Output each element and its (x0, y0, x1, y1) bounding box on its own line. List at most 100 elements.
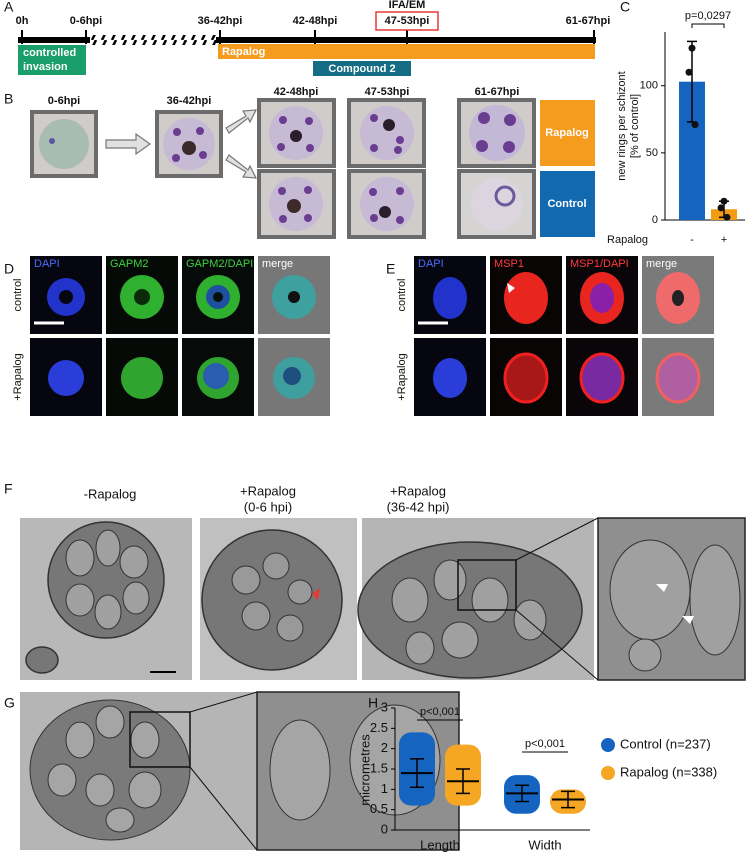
annotation: p<0,001 (420, 706, 460, 718)
em-organelle (65, 583, 95, 617)
fluorescence-image (30, 256, 330, 416)
panel-g: G (4, 691, 460, 851)
nucleus-dots (396, 216, 404, 224)
condition-label: +Rapalog (390, 483, 446, 498)
em-organelle (95, 529, 121, 567)
cell-stain (433, 277, 467, 319)
panel-f: F -Rapalog +Rapalog (0-6 hpi) +Rapalog (… (4, 481, 746, 681)
arrow (225, 154, 258, 179)
zoom-box (129, 711, 191, 768)
cell-stain (203, 363, 229, 389)
y-tick-label: 0 (381, 821, 388, 836)
x-tick-label: - (690, 234, 694, 246)
panel-label: B (4, 91, 13, 107)
cell (383, 119, 395, 131)
time-label: 0-6hpi (70, 15, 102, 27)
y-axis-label: [% of control] (629, 94, 641, 158)
em-organelle (391, 577, 429, 623)
nucleus-dots (278, 187, 286, 195)
em-organelle (95, 705, 125, 739)
compound-bar-label: Compound 2 (328, 63, 395, 75)
nucleus-dots (199, 151, 207, 159)
em-organelle (689, 544, 741, 656)
zoom-line (189, 766, 258, 851)
rapalog-bar-label: Rapalog (222, 46, 265, 58)
em-organelle (122, 581, 150, 615)
nucleus-dots (172, 112, 516, 224)
cell (471, 178, 523, 230)
panel-a (218, 44, 595, 59)
em-organelle (65, 529, 741, 672)
cell-stain (590, 283, 614, 313)
x-tick-label: + (721, 234, 727, 246)
y-axis-label: new rings per schizont (616, 71, 628, 180)
nucleus-dots (277, 143, 285, 151)
cell-stain (121, 357, 163, 399)
y-tick-label: 2.5 (370, 720, 388, 735)
em-cell (25, 646, 59, 674)
data-point (717, 204, 725, 212)
panel-e: E DAPI MSP1 MSP1/DAPI merge control +Rap… (386, 256, 714, 416)
condition-label: -Rapalog (84, 486, 137, 501)
cell-stain (504, 272, 548, 324)
em-organelle (513, 599, 547, 641)
em-organelle (433, 559, 467, 601)
cell-stain (59, 290, 73, 304)
stage-label: 47-53hpi (365, 86, 410, 98)
em-organelle (119, 545, 149, 579)
stage-label: 0-6hpi (48, 95, 80, 107)
cell-stain (655, 352, 701, 404)
em-organelle (628, 638, 662, 672)
nucleus-dots (196, 127, 204, 135)
panel-a (18, 45, 86, 75)
panel-a (21, 30, 595, 44)
row-label: +Rapalog (396, 353, 408, 400)
y-tick-label: 50 (646, 147, 658, 159)
fluorescence-image (414, 256, 714, 416)
channel-label: merge (262, 258, 293, 270)
condition-label: (36-42 hpi) (387, 499, 450, 514)
row-label: control (396, 278, 408, 311)
channel-label: DAPI (418, 258, 444, 270)
y-tick-label: 100 (640, 80, 658, 92)
em-organelle (105, 807, 135, 833)
panel-label: E (386, 261, 395, 277)
cell (182, 141, 196, 155)
data-point (723, 213, 731, 221)
arrowhead (682, 616, 694, 624)
stage-label: 42-48hpi (274, 86, 319, 98)
channel-label: GAPM2 (110, 258, 149, 270)
x-tick-label: Length (420, 837, 460, 852)
cell-stain (48, 360, 84, 396)
cell-stain (433, 358, 467, 398)
panel-label: H (368, 695, 378, 711)
time-label: 0h (16, 15, 29, 27)
cell-stain (47, 275, 316, 399)
channel-label: merge (646, 258, 677, 270)
y-tick-label: 2 (381, 740, 388, 755)
row-label: Control (547, 198, 586, 210)
cell-stain (134, 289, 150, 305)
cell-stain (672, 290, 684, 306)
nucleus-dots (305, 117, 313, 125)
nucleus-dots (478, 112, 490, 124)
nucleus-dots (172, 154, 180, 162)
em-organelle (269, 719, 331, 821)
em-organelle (231, 565, 261, 595)
panel-a (90, 35, 218, 45)
invasion-label: invasion (23, 61, 68, 73)
stage-label: 61-67hpi (475, 86, 520, 98)
nucleus-dots (173, 128, 181, 136)
panel-label: G (4, 695, 15, 711)
condition-label: +Rapalog (240, 483, 296, 498)
time-label: 47-53hpi (385, 15, 430, 27)
channel-label: MSP1 (494, 258, 524, 270)
nucleus-dots (304, 186, 312, 194)
y-tick-label: 1.5 (370, 760, 388, 775)
time-label: 61-67hpi (566, 15, 611, 27)
nucleus-dots (369, 188, 377, 196)
em-organelle (94, 594, 122, 630)
cell (469, 105, 525, 161)
y-tick-label: 0 (652, 214, 658, 226)
